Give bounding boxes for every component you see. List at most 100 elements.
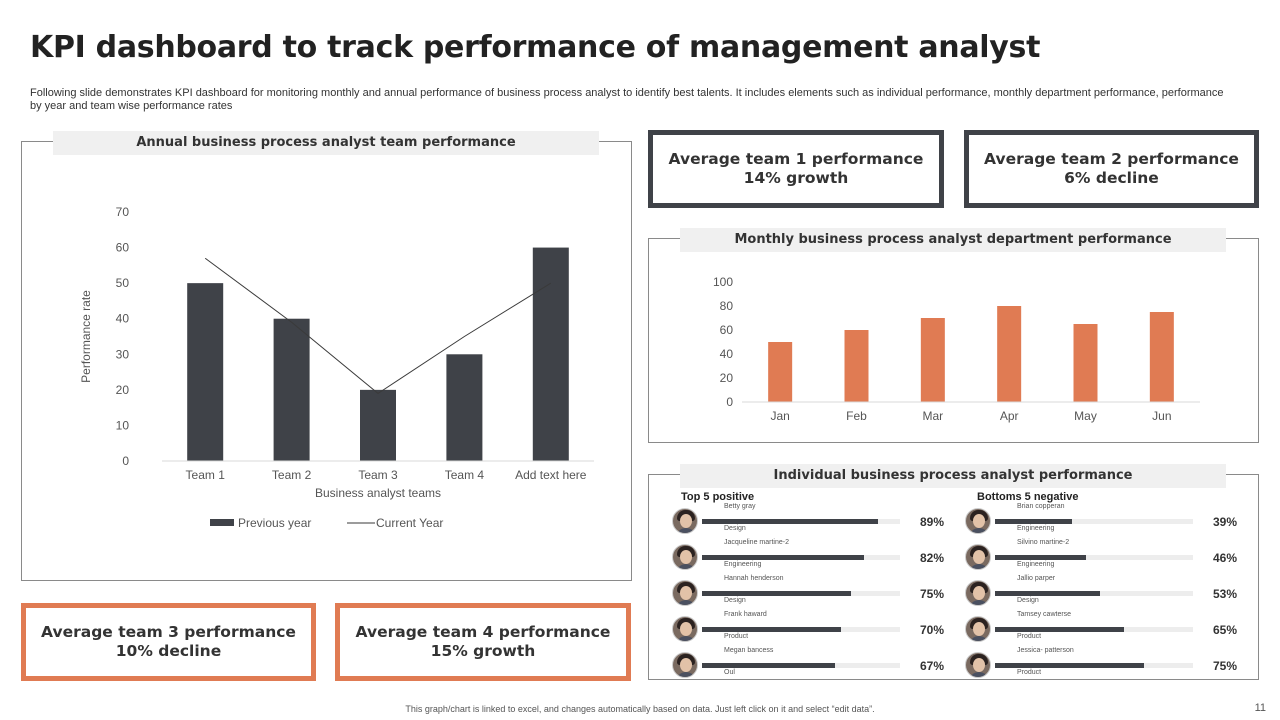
annual-xlabel: Business analyst teams xyxy=(315,486,441,500)
monthly-chart-panel: 0 20 40 60 80 100 Jan Feb Mar Apr May Jun xyxy=(648,238,1259,443)
performance-bar-track xyxy=(995,663,1193,668)
performance-bar-fill xyxy=(702,519,879,524)
avatar-body-shape xyxy=(969,564,989,569)
legend-previous-year-swatch xyxy=(210,519,234,526)
annual-ytick: 20 xyxy=(116,383,130,397)
avatar-body-shape xyxy=(676,600,696,605)
person-row: Tamsey cawterse Product 65% xyxy=(965,611,1255,647)
footer-note: This graph/chart is linked to excel, and… xyxy=(405,704,875,714)
annual-bar-4[interactable] xyxy=(446,354,483,461)
person-avatar xyxy=(965,508,991,534)
annual-ytick: 40 xyxy=(116,312,130,326)
person-percentage: 75% xyxy=(1213,659,1238,673)
kpi-team1-value: 14% growth xyxy=(743,169,849,187)
avatar-face-shape xyxy=(973,550,985,564)
person-row: Jallio parper Design 53% xyxy=(965,575,1255,611)
monthly-bar-feb[interactable] xyxy=(844,330,869,402)
performance-bar-fill xyxy=(702,627,841,632)
kpi-team2-value: 6% decline xyxy=(1064,169,1159,187)
person-department: Design xyxy=(1017,597,1039,604)
monthly-bar-jun[interactable] xyxy=(1149,312,1174,402)
person-name: Tamsey cawterse xyxy=(1017,611,1072,618)
kpi-team4: Average team 4 performance 15% growth xyxy=(335,603,631,681)
monthly-ytick: 100 xyxy=(713,275,733,289)
annual-ytick: 50 xyxy=(116,276,130,290)
avatar-face-shape xyxy=(680,514,692,528)
performance-bar-fill xyxy=(702,555,865,560)
annual-bar-2[interactable] xyxy=(273,318,310,461)
individual-title: Individual business process analyst perf… xyxy=(680,464,1226,488)
person-percentage: 70% xyxy=(920,623,945,637)
bottom-negative-heading: Bottoms 5 negative xyxy=(977,491,1079,503)
annual-ytick: 30 xyxy=(116,347,130,361)
annual-bar-5[interactable] xyxy=(532,247,569,461)
avatar-face-shape xyxy=(680,586,692,600)
monthly-bar-apr[interactable] xyxy=(997,306,1022,402)
annual-xtick: Team 1 xyxy=(186,468,226,482)
monthly-ytick: 0 xyxy=(726,395,733,409)
person-name: Brian copperan xyxy=(1017,503,1065,510)
person-department: Product xyxy=(1017,669,1042,676)
monthly-bar-may[interactable] xyxy=(1073,324,1098,402)
performance-bar-track xyxy=(702,627,900,632)
person-percentage: 82% xyxy=(920,551,945,565)
person-department: Product xyxy=(1017,633,1042,640)
person-avatar xyxy=(965,652,991,678)
person-row: Silvino martine-2 Engineering 46% xyxy=(965,539,1255,575)
kpi-team2: Average team 2 performance 6% decline xyxy=(964,130,1259,208)
avatar-body-shape xyxy=(969,672,989,677)
person-name: Jacqueline martine-2 xyxy=(724,539,789,546)
avatar-body-shape xyxy=(676,672,696,677)
annual-chart-panel: 0 10 20 30 40 50 60 70 Team 1 Team 2 Team 3 Team 4 A… xyxy=(21,141,632,581)
avatar-face-shape xyxy=(680,658,692,672)
person-row: Frank haward Product 70% xyxy=(672,611,962,647)
avatar-face-shape xyxy=(973,658,985,672)
person-percentage: 89% xyxy=(920,515,945,529)
monthly-bar-mar[interactable] xyxy=(920,318,945,402)
person-row: Jessica- patterson Product 75% xyxy=(965,647,1255,683)
person-department: Product xyxy=(724,633,749,640)
person-row: Jacqueline martine-2 Engineering 82% xyxy=(672,539,962,575)
performance-bar-track xyxy=(702,555,900,560)
person-name: Megan bancess xyxy=(724,647,774,654)
person-department: Engineering xyxy=(724,561,762,568)
annual-ytick: 10 xyxy=(116,418,130,432)
person-name: Hannah henderson xyxy=(724,575,784,582)
person-row: Megan bancess Oul 67% xyxy=(672,647,962,683)
avatar-face-shape xyxy=(680,622,692,636)
person-name: Silvino martine-2 xyxy=(1017,539,1070,546)
person-avatar xyxy=(672,580,698,606)
kpi-team3: Average team 3 performance 10% decline xyxy=(21,603,316,681)
monthly-chart[interactable]: 0 20 40 60 80 100 Jan Feb Mar Apr May Jun xyxy=(649,239,1258,442)
monthly-xtick: Apr xyxy=(1000,409,1019,423)
monthly-xtick: Jun xyxy=(1152,409,1171,423)
performance-bar-track xyxy=(702,663,900,668)
monthly-bar-jan[interactable] xyxy=(768,342,793,402)
legend-current-year: Current Year xyxy=(376,516,443,530)
person-name: Jessica- patterson xyxy=(1017,647,1074,654)
page-subtitle: Following slide demonstrates KPI dashboa… xyxy=(30,87,1224,112)
person-percentage: 39% xyxy=(1213,515,1238,529)
performance-bar-track xyxy=(995,519,1193,524)
performance-bar-track xyxy=(995,591,1193,596)
performance-bar-fill xyxy=(995,663,1144,668)
kpi-team1: Average team 1 performance 14% growth xyxy=(648,130,944,208)
annual-bar-3[interactable] xyxy=(360,389,396,461)
person-row: Hannah henderson Design 75% xyxy=(672,575,962,611)
monthly-xtick: Feb xyxy=(846,409,867,423)
legend-previous-year: Previous year xyxy=(238,516,311,530)
person-percentage: 67% xyxy=(920,659,945,673)
avatar-body-shape xyxy=(676,528,696,533)
avatar-body-shape xyxy=(969,636,989,641)
kpi-team2-label: Average team 2 performance xyxy=(984,150,1239,168)
avatar-face-shape xyxy=(973,514,985,528)
annual-bar-1[interactable] xyxy=(187,283,224,461)
person-department: Oul xyxy=(724,669,735,676)
annual-chart[interactable]: 0 10 20 30 40 50 60 70 Team 1 Team 2 Team 3 Team 4 A… xyxy=(22,142,631,580)
person-avatar xyxy=(672,616,698,642)
performance-bar-fill xyxy=(995,519,1073,524)
person-percentage: 75% xyxy=(920,587,945,601)
annual-ytick: 70 xyxy=(116,205,130,219)
performance-bar-track xyxy=(995,555,1193,560)
annual-current-year-line[interactable] xyxy=(204,257,552,395)
